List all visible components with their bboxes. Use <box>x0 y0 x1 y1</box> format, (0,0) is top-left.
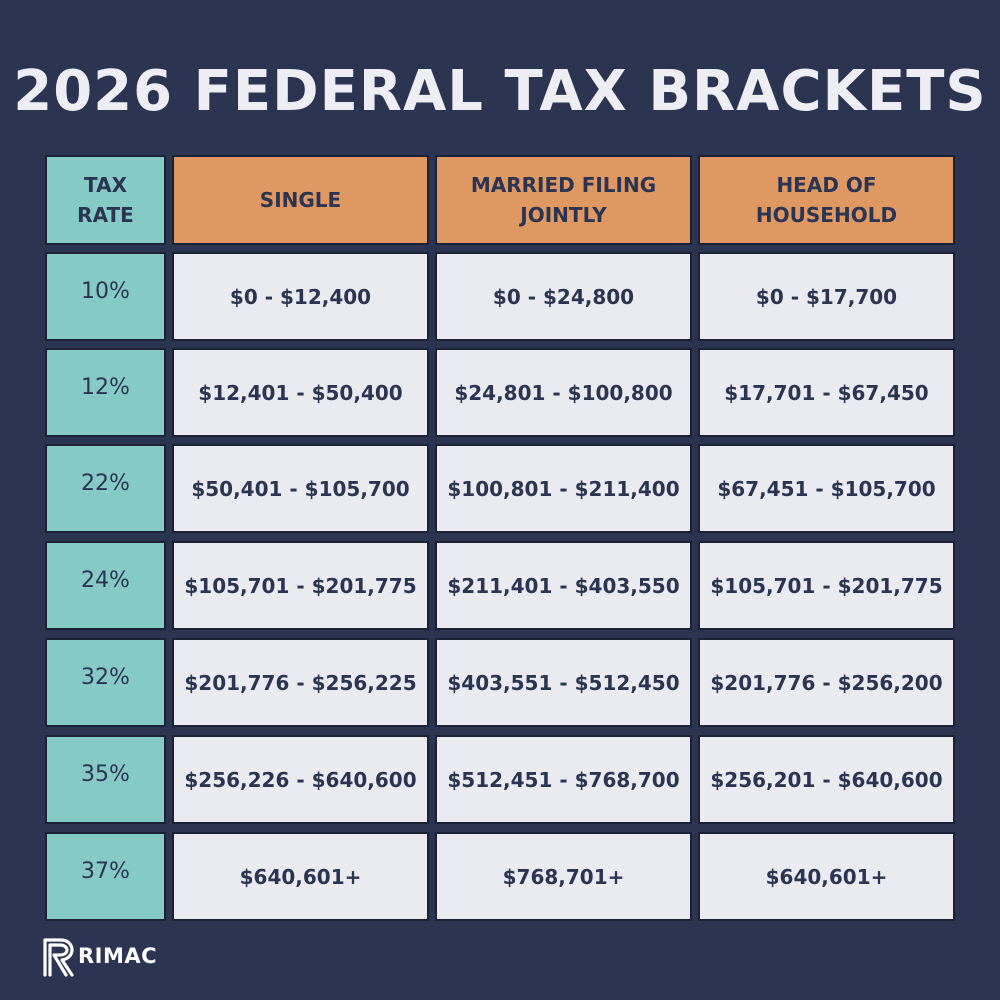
bracket-cell-single-text: $12,401 - $50,400 <box>198 380 403 405</box>
logo-text: RIMAC <box>78 944 158 968</box>
rate-cell-text: 35% <box>81 762 130 787</box>
bracket-cell-head-of-household-text: $17,701 - $67,450 <box>724 380 929 405</box>
header-tax-rate: TAX RATE <box>45 155 166 245</box>
bracket-cell-single-text: $105,701 - $201,775 <box>184 573 417 598</box>
bracket-cell-single: $640,601+ <box>172 832 429 921</box>
bracket-cell-married-filing-jointly: $100,801 - $211,400 <box>435 444 692 533</box>
bracket-cell-married-filing-jointly: $211,401 - $403,550 <box>435 541 692 630</box>
header-tax-rate-text: TAX RATE <box>77 173 134 227</box>
bracket-cell-single-text: $201,776 - $256,225 <box>184 670 417 695</box>
bracket-cell-head-of-household-text: $201,776 - $256,200 <box>710 670 943 695</box>
bracket-cell-single: $105,701 - $201,775 <box>172 541 429 630</box>
bracket-cell-married-filing-jointly-text: $211,401 - $403,550 <box>447 573 680 598</box>
bracket-cell-head-of-household: $640,601+ <box>698 832 955 921</box>
brand-logo: RIMAC <box>42 932 157 980</box>
bracket-cell-single-text: $50,401 - $105,700 <box>191 476 410 501</box>
bracket-cell-married-filing-jointly-text: $403,551 - $512,450 <box>447 670 680 695</box>
header-single-text: SINGLE <box>259 188 342 212</box>
bracket-cell-head-of-household-text: $640,601+ <box>765 864 888 889</box>
rate-cell: 12% <box>45 348 166 437</box>
bracket-cell-single-text: $640,601+ <box>239 864 362 889</box>
rate-cell: 35% <box>45 735 166 824</box>
header-head-of-household-text: HEAD OF HOUSEHOLD <box>755 173 898 227</box>
bracket-cell-married-filing-jointly: $768,701+ <box>435 832 692 921</box>
bracket-cell-head-of-household-text: $67,451 - $105,700 <box>717 476 936 501</box>
rate-cell-text: 32% <box>81 665 130 690</box>
bracket-cell-married-filing-jointly-text: $24,801 - $100,800 <box>454 380 673 405</box>
rate-cell: 24% <box>45 541 166 630</box>
bracket-cell-head-of-household: $201,776 - $256,200 <box>698 638 955 727</box>
header-head-of-household: HEAD OF HOUSEHOLD <box>698 155 955 245</box>
rate-cell: 37% <box>45 832 166 921</box>
rate-cell-text: 10% <box>81 279 130 304</box>
rate-cell: 10% <box>45 252 166 341</box>
rate-cell-text: 37% <box>81 859 130 884</box>
bracket-cell-single: $256,226 - $640,600 <box>172 735 429 824</box>
rate-cell-text: 12% <box>81 375 130 400</box>
header-married-filing-jointly-text: MARRIED FILING JOINTLY <box>470 173 657 227</box>
header-single: SINGLE <box>172 155 429 245</box>
bracket-cell-head-of-household: $17,701 - $67,450 <box>698 348 955 437</box>
bracket-cell-head-of-household-text: $0 - $17,700 <box>755 284 898 309</box>
bracket-cell-single: $50,401 - $105,700 <box>172 444 429 533</box>
bracket-cell-single: $201,776 - $256,225 <box>172 638 429 727</box>
bracket-cell-married-filing-jointly: $512,451 - $768,700 <box>435 735 692 824</box>
header-married-filing-jointly: MARRIED FILING JOINTLY <box>435 155 692 245</box>
rate-cell-text: 24% <box>81 568 130 593</box>
bracket-cell-married-filing-jointly-text: $512,451 - $768,700 <box>447 767 680 792</box>
rimac-r-logo-icon <box>42 935 76 977</box>
bracket-cell-single: $12,401 - $50,400 <box>172 348 429 437</box>
bracket-cell-head-of-household: $0 - $17,700 <box>698 252 955 341</box>
bracket-cell-head-of-household: $105,701 - $201,775 <box>698 541 955 630</box>
bracket-cell-married-filing-jointly-text: $768,701+ <box>502 864 625 889</box>
bracket-cell-head-of-household-text: $105,701 - $201,775 <box>710 573 943 598</box>
bracket-cell-married-filing-jointly: $24,801 - $100,800 <box>435 348 692 437</box>
bracket-cell-single: $0 - $12,400 <box>172 252 429 341</box>
bracket-cell-head-of-household-text: $256,201 - $640,600 <box>710 767 943 792</box>
bracket-cell-married-filing-jointly: $0 - $24,800 <box>435 252 692 341</box>
bracket-cell-head-of-household: $67,451 - $105,700 <box>698 444 955 533</box>
rate-cell: 32% <box>45 638 166 727</box>
bracket-cell-single-text: $0 - $12,400 <box>229 284 372 309</box>
bracket-cell-head-of-household: $256,201 - $640,600 <box>698 735 955 824</box>
rate-cell: 22% <box>45 444 166 533</box>
rate-cell-text: 22% <box>81 471 130 496</box>
bracket-cell-married-filing-jointly: $403,551 - $512,450 <box>435 638 692 727</box>
page-title: 2026 FEDERAL TAX BRACKETS <box>13 59 987 124</box>
bracket-cell-married-filing-jointly-text: $0 - $24,800 <box>492 284 635 309</box>
bracket-cell-single-text: $256,226 - $640,600 <box>184 767 417 792</box>
bracket-cell-married-filing-jointly-text: $100,801 - $211,400 <box>447 476 680 501</box>
